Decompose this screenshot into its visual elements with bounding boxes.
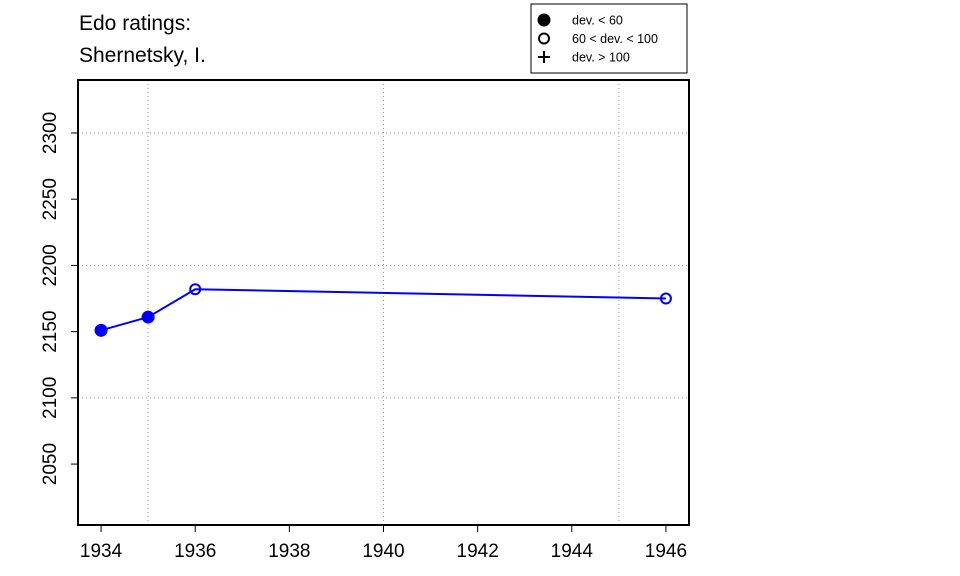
y-tick-label: 2100: [40, 377, 61, 419]
x-tick-label: 1944: [551, 541, 594, 562]
data-point: [94, 323, 108, 337]
legend-box: [530, 3, 688, 74]
chart-subtitle: Shernetsky, I.: [79, 44, 206, 67]
x-tick-label: 1946: [645, 541, 687, 562]
legend-marker: [538, 51, 550, 63]
legend-marker: [538, 32, 550, 45]
data-point: [141, 310, 155, 324]
y-tick-label: 2300: [40, 112, 61, 154]
plot-frame: [77, 79, 690, 526]
x-tick-label: 1940: [362, 541, 404, 562]
x-tick-label: 1934: [80, 541, 123, 562]
data-point: [659, 292, 672, 305]
legend-marker: [537, 13, 551, 27]
x-tick-label: 1936: [174, 541, 216, 562]
y-tick-label: 2050: [40, 443, 61, 485]
y-tick-label: 2200: [40, 244, 61, 286]
x-tick-label: 1942: [457, 541, 499, 562]
legend-label: 60 < dev. < 100: [572, 32, 658, 46]
y-tick-label: 2250: [40, 178, 61, 220]
legend-label: dev. < 60: [572, 14, 623, 28]
data-point: [189, 283, 202, 296]
series-line: [100, 288, 666, 332]
chart-title: Edo ratings:: [79, 12, 191, 35]
x-tick-label: 1938: [268, 541, 310, 562]
legend-label: dev. > 100: [572, 51, 630, 65]
y-tick-label: 2150: [40, 310, 61, 352]
